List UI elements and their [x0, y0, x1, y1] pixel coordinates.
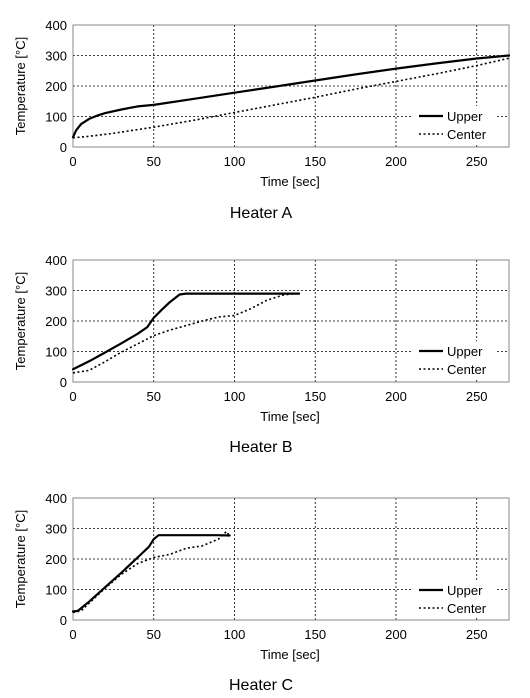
x-tick-label: 100 [224, 389, 246, 404]
x-tick-label: 0 [69, 154, 76, 169]
x-tick-label: 50 [147, 389, 161, 404]
legend-box [412, 106, 496, 144]
y-tick-label: 300 [45, 49, 67, 64]
series-line-center [72, 530, 231, 614]
legend-label-upper: Upper [447, 344, 483, 359]
x-tick-label: 150 [304, 154, 326, 169]
chart-0: 0 100 200 300 400 0 50 100 150 200 250 Time [sec] Te… [13, 18, 511, 222]
x-tick-label: 250 [466, 389, 488, 404]
x-tick-label: 250 [466, 627, 488, 642]
series-line-upper [71, 292, 301, 371]
legend-box [412, 580, 496, 618]
y-tick-label: 100 [45, 583, 67, 598]
y-tick-label: 200 [45, 79, 67, 94]
legend-label-center: Center [447, 127, 487, 142]
y-tick-label: 300 [45, 284, 67, 299]
x-tick-label: 150 [304, 389, 326, 404]
legend-label-center: Center [447, 362, 487, 377]
legend-label-upper: Upper [447, 583, 483, 598]
chart-caption: Heater B [229, 439, 292, 456]
x-tick-label: 50 [147, 627, 161, 642]
x-tick-label: 200 [385, 154, 407, 169]
legend-label-center: Center [447, 601, 487, 616]
x-tick-label: 50 [147, 154, 161, 169]
plot-frame [72, 24, 510, 148]
y-axis-label: Temperature [°C] [13, 510, 28, 608]
legend-label-upper: Upper [447, 109, 483, 124]
x-axis-label: Time [sec] [260, 647, 319, 662]
y-tick-label: 0 [60, 140, 67, 155]
x-tick-label: 0 [69, 389, 76, 404]
y-axis-label: Temperature [°C] [13, 272, 28, 370]
y-tick-label: 100 [45, 345, 67, 360]
series-line-upper [71, 54, 511, 139]
y-tick-label: 400 [45, 253, 67, 268]
chart-caption: Heater C [229, 677, 293, 694]
series-line-center [72, 292, 300, 374]
y-tick-label: 200 [45, 552, 67, 567]
chart-1: 0 100 200 300 400 0 50 100 150 200 250 Time [sec] Te… [13, 253, 510, 456]
x-tick-label: 200 [385, 627, 407, 642]
plot-frame [72, 497, 510, 621]
y-tick-label: 0 [60, 375, 67, 390]
chart-2: 0 100 200 300 400 0 50 100 150 200 250 Time [sec] Te… [13, 491, 510, 694]
y-tick-label: 200 [45, 314, 67, 329]
x-tick-label: 200 [385, 389, 407, 404]
x-tick-label: 150 [304, 627, 326, 642]
x-tick-label: 250 [466, 154, 488, 169]
x-tick-label: 100 [224, 627, 246, 642]
y-tick-label: 400 [45, 491, 67, 506]
chart-caption: Heater A [230, 205, 293, 222]
plot-frame [72, 259, 510, 383]
legend-box [412, 341, 496, 379]
y-tick-label: 300 [45, 522, 67, 537]
y-tick-label: 100 [45, 110, 67, 125]
y-axis-label: Temperature [°C] [13, 37, 28, 135]
y-tick-label: 0 [60, 613, 67, 628]
x-tick-label: 100 [224, 154, 246, 169]
x-tick-label: 0 [69, 627, 76, 642]
series-line-upper [71, 534, 231, 613]
x-axis-label: Time [sec] [260, 409, 319, 424]
x-axis-label: Time [sec] [260, 174, 319, 189]
y-tick-label: 400 [45, 18, 67, 33]
